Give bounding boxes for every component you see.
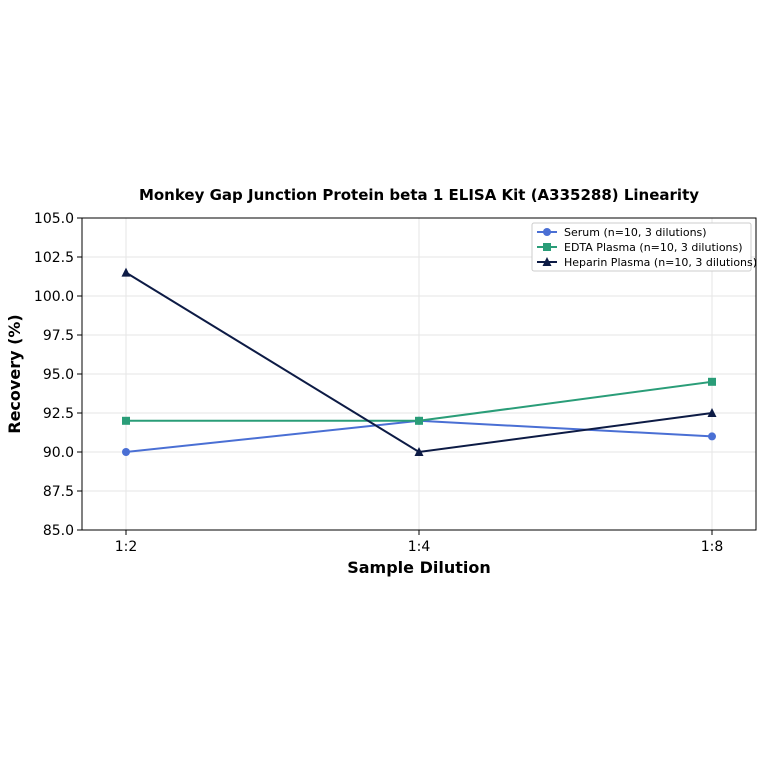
legend-marker <box>543 243 551 251</box>
x-tick-label: 1:8 <box>701 539 724 555</box>
x-axis-label: Sample Dilution <box>347 558 491 577</box>
data-point-1 <box>708 432 716 441</box>
y-tick-label: 85.0 <box>43 523 74 539</box>
legend-entry: Heparin Plasma (n=10, 3 dilutions) <box>564 256 757 269</box>
legend-box <box>531 222 752 272</box>
y-tick-label: 102.5 <box>34 250 74 266</box>
x-tick-label: 1:4 <box>408 539 431 555</box>
legend-entry: EDTA Plasma (n=10, 3 dilutions) <box>564 241 743 254</box>
y-axis-ticks: 85.0 87.5 90.0 92.5 95.0 97.5 100.0 102.5 105.0 <box>34 211 82 539</box>
data-point-3 <box>414 447 424 456</box>
legend-marker <box>542 257 552 266</box>
y-tick-label: 105.0 <box>34 211 74 227</box>
x-axis-ticks: 1:2 1:4 1:8 <box>115 530 724 555</box>
legend-entry: Serum (n=10, 3 dilutions) <box>564 226 707 239</box>
data-point-2 <box>708 377 716 386</box>
y-tick-label: 97.5 <box>43 328 74 344</box>
data-point-2 <box>122 416 130 425</box>
data-point-3 <box>121 267 131 277</box>
y-tick-label: 87.5 <box>43 484 74 500</box>
legend-marker <box>543 228 551 236</box>
y-tick-label: 92.5 <box>43 406 74 422</box>
legend: Serum (n=10, 3 dilutions) EDTA Plasma (n=… <box>531 222 757 272</box>
x-tick-label: 1:2 <box>115 539 138 555</box>
y-tick-label: 100.0 <box>34 289 74 305</box>
chart-title: Monkey Gap Junction Protein beta 1 ELISA… <box>139 186 699 204</box>
data-point-1 <box>122 448 130 456</box>
y-tick-label: 95.0 <box>43 367 74 383</box>
y-tick-label: 90.0 <box>43 445 74 461</box>
data-point-2 <box>415 416 423 425</box>
data-point-3 <box>707 408 717 417</box>
y-axis-label: Recovery (%) <box>5 314 24 433</box>
series-lines <box>121 267 717 456</box>
